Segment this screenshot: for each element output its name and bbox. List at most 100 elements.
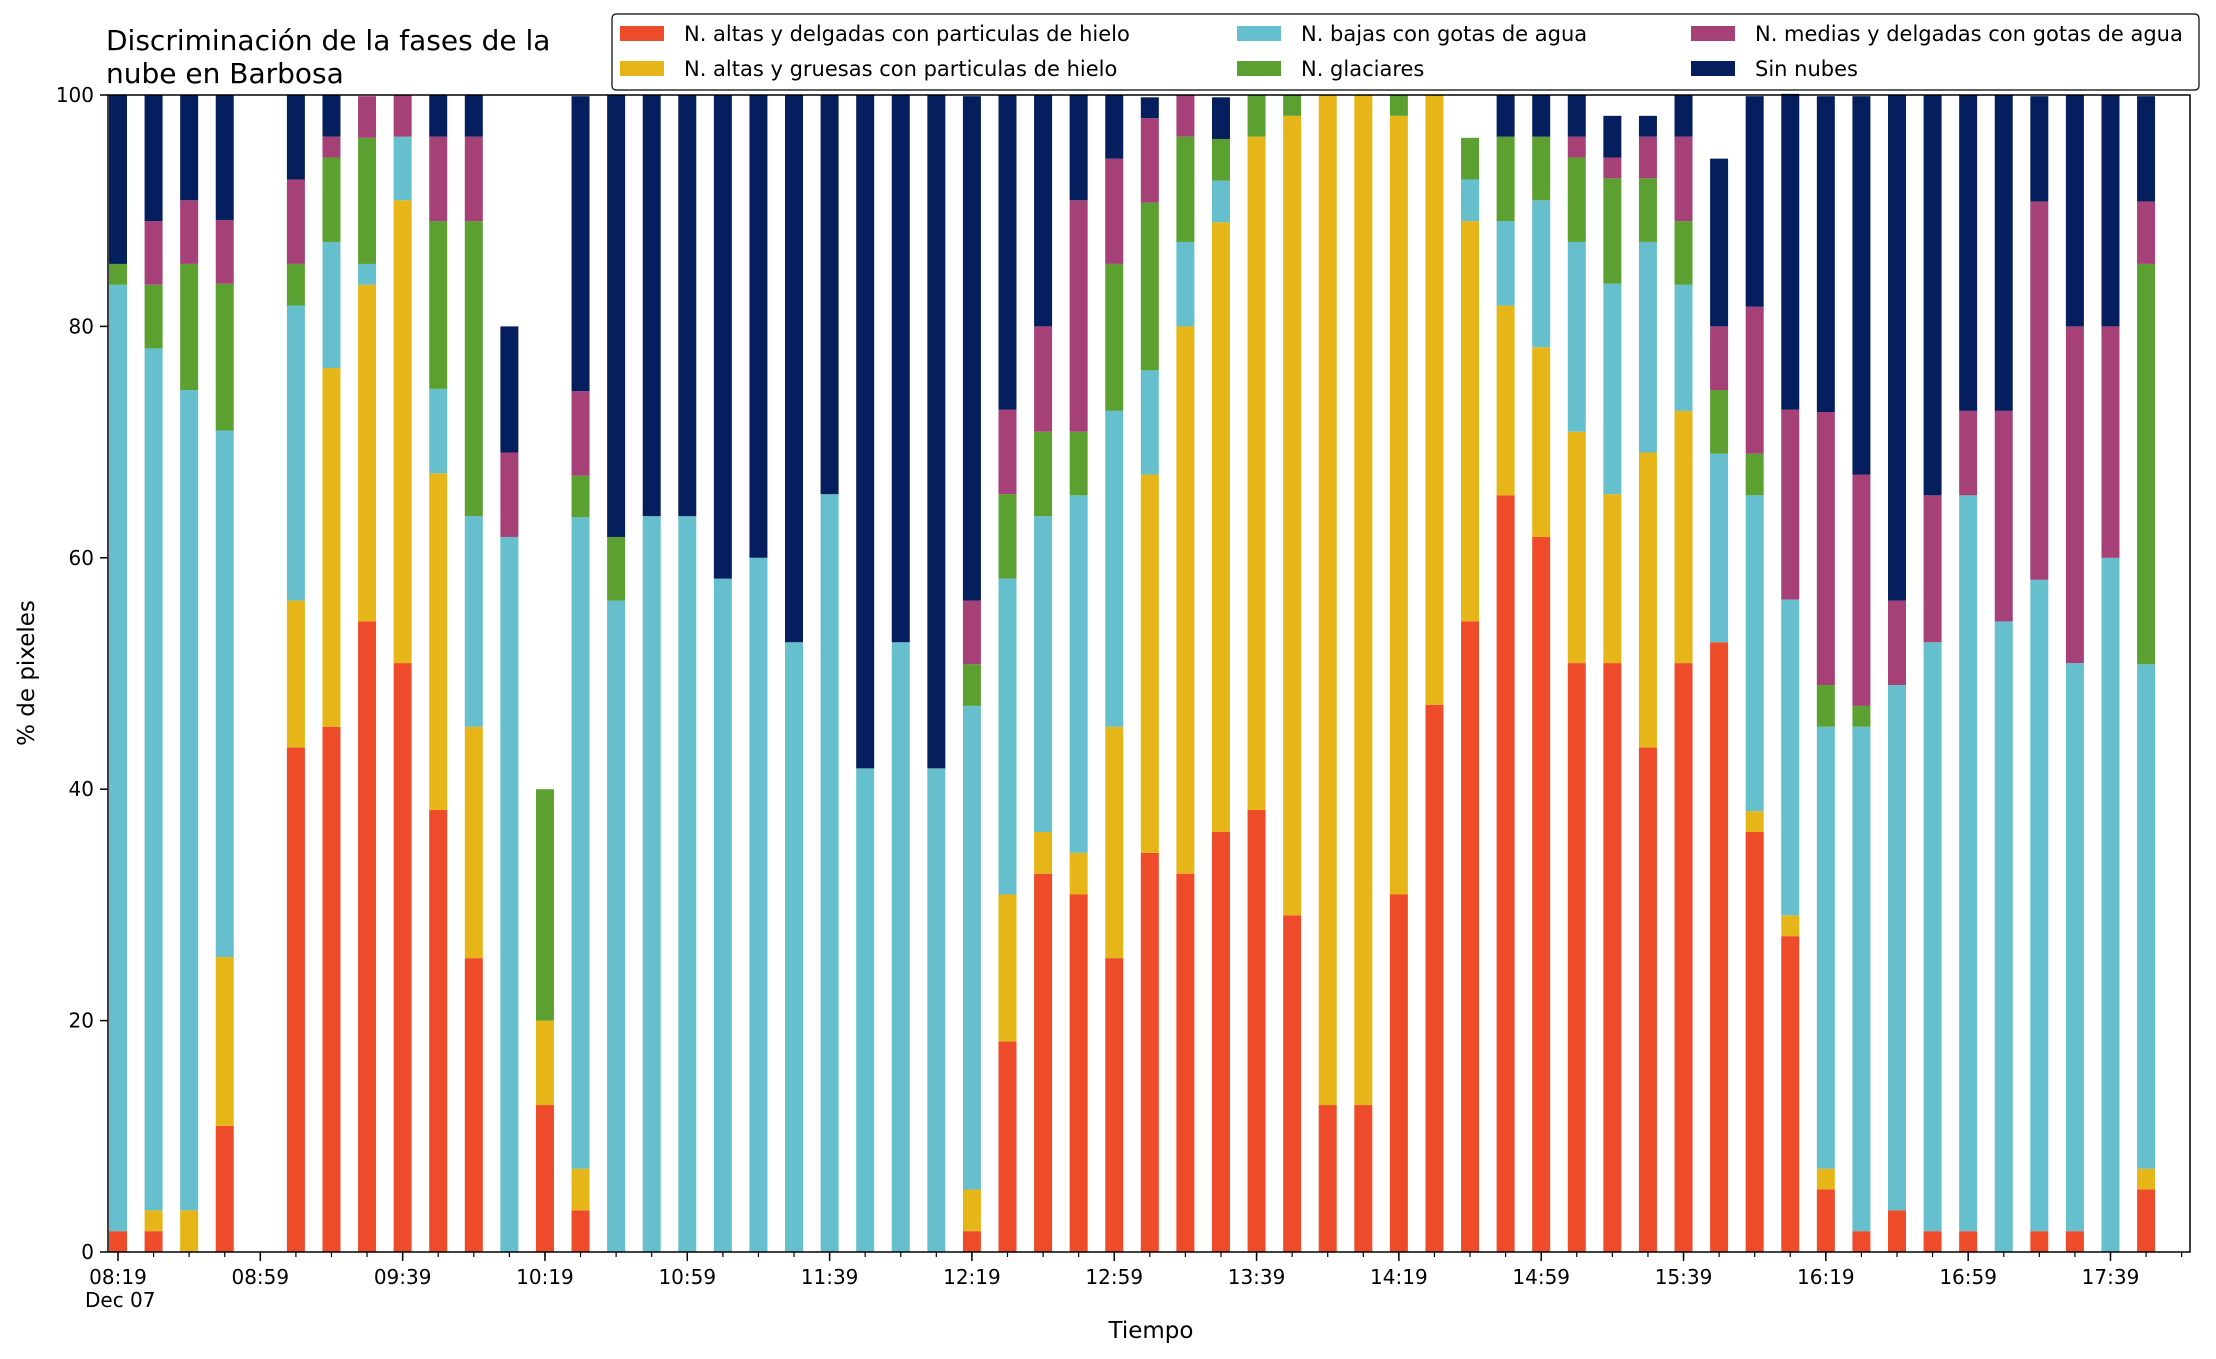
bar-segment-s2-43 (1638, 241, 1657, 453)
legend-label-0: N. altas y delgadas con particulas de hi… (684, 22, 1130, 46)
bar-segment-s3-10 (464, 221, 483, 517)
bar-segment-s1-9 (429, 473, 448, 811)
bar-segment-s0-42 (1603, 663, 1622, 1252)
bar-segment-s0-45 (1710, 642, 1729, 1252)
legend-label-5: Sin nubes (1755, 57, 1858, 81)
x-tick-label: 10:59 (658, 1265, 716, 1289)
x-axis-label: Tiempo (1108, 1318, 1194, 1344)
x-tick-label: 08:59 (231, 1265, 289, 1289)
bar-segment-s0-39 (1496, 495, 1515, 1252)
bar-segment-s3-48 (1816, 685, 1835, 727)
bar-segment-s0-13 (571, 1210, 590, 1252)
y-tick-label: 0 (81, 1240, 94, 1264)
bar-segment-s5-51 (1923, 95, 1942, 496)
bar-segment-s1-33 (1283, 115, 1302, 916)
bar-segment-s5-56 (2101, 95, 2120, 327)
bar-segment-s4-9 (429, 136, 448, 222)
bar-segment-s5-5 (286, 95, 305, 180)
bar-segment-s4-28 (1105, 158, 1124, 264)
x-tick-label: 08:19 (89, 1265, 147, 1289)
legend-label-2: N. bajas con gotas de agua (1301, 22, 1587, 46)
bar-segment-s3-57 (2137, 263, 2156, 665)
bar-segment-s4-49 (1852, 474, 1871, 706)
bar-segment-s4-25 (998, 409, 1017, 495)
bar-segment-s1-12 (535, 1020, 554, 1106)
x-tick-label: 14:59 (1512, 1265, 1570, 1289)
bar-segment-s5-42 (1603, 115, 1622, 158)
bar-segment-s1-31 (1211, 222, 1230, 833)
bar-segment-s2-17 (713, 578, 732, 1252)
legend-box (611, 13, 2200, 91)
bar-segment-s1-42 (1603, 494, 1622, 664)
bar-segment-s3-36 (1389, 95, 1408, 116)
bar-segment-s0-29 (1140, 852, 1159, 1252)
bar-segment-s4-13 (571, 391, 590, 476)
bar-segment-s5-22 (891, 95, 910, 643)
bar-segment-s3-31 (1211, 138, 1230, 181)
bar-segment-s2-13 (571, 517, 590, 1169)
bar-segment-s0-25 (998, 1041, 1017, 1252)
bar-segment-s4-26 (1034, 326, 1053, 432)
bar-segment-s1-30 (1176, 326, 1195, 874)
bar-segment-s5-23 (927, 95, 946, 769)
legend-swatch-5 (1691, 61, 1735, 76)
bar-segment-s4-48 (1816, 412, 1835, 686)
bar-segment-s0-24 (962, 1231, 981, 1252)
bar-segment-s2-23 (927, 768, 946, 1252)
bar-segment-s0-41 (1567, 663, 1586, 1252)
bar-segment-s3-43 (1638, 178, 1657, 242)
bar-segment-s4-29 (1140, 118, 1159, 203)
bar-segment-s4-52 (1959, 410, 1978, 496)
bar-segment-s2-46 (1745, 495, 1764, 812)
bar-segment-s2-30 (1176, 241, 1195, 327)
bar-segment-s3-41 (1567, 157, 1586, 242)
bar-segment-s1-1 (144, 1210, 163, 1232)
bar-segment-s3-44 (1674, 221, 1693, 285)
bar-segment-s4-30 (1176, 95, 1195, 137)
bar-segment-s3-28 (1105, 263, 1124, 411)
bar-segment-s2-41 (1567, 241, 1586, 432)
bar-segment-s1-32 (1247, 136, 1266, 811)
bar-segment-s5-15 (642, 95, 661, 517)
bar-segment-s5-48 (1816, 96, 1835, 413)
bar-segment-s2-19 (785, 642, 804, 1252)
bar-segment-s2-10 (464, 516, 483, 727)
bar-segment-s5-43 (1638, 115, 1657, 137)
bar-segment-s1-5 (286, 600, 305, 748)
bar-segment-s3-40 (1532, 136, 1551, 201)
bar-segment-s3-24 (962, 664, 981, 706)
bar-segment-s0-6 (322, 726, 341, 1252)
bar-segment-s2-14 (607, 600, 626, 1252)
bar-segment-s4-56 (2101, 326, 2120, 558)
bar-segment-s2-21 (856, 768, 875, 1252)
bar-segment-s3-0 (109, 263, 127, 285)
bar-segment-s4-46 (1745, 306, 1764, 454)
bar-segment-s5-52 (1959, 95, 1978, 411)
bar-segment-s5-46 (1745, 96, 1764, 307)
bar-segment-s1-38 (1461, 221, 1480, 622)
bar-segment-s3-33 (1283, 95, 1302, 116)
bar-segment-s1-35 (1354, 95, 1373, 1106)
bar-segment-s4-41 (1567, 136, 1586, 158)
bar-segment-s0-3 (215, 1125, 234, 1252)
bar-segment-s1-26 (1034, 832, 1053, 874)
legend-swatch-0 (620, 26, 664, 41)
bar-segment-s5-50 (1888, 95, 1906, 601)
bar-segment-s5-17 (713, 95, 732, 579)
bar-segment-s5-44 (1674, 95, 1693, 137)
bar-segment-s3-38 (1461, 137, 1480, 180)
bar-segment-s1-27 (1069, 852, 1088, 895)
bar-segment-s2-54 (2030, 579, 2049, 1232)
bar-segment-s4-44 (1674, 136, 1693, 222)
bar-segment-s2-42 (1603, 283, 1622, 495)
bar-segment-s3-14 (607, 536, 626, 601)
bar-segment-s2-50 (1888, 685, 1906, 1211)
y-axis-label: % de pixeles (14, 600, 40, 746)
bar-segment-s5-57 (2137, 96, 2156, 202)
bar-segment-s5-28 (1105, 95, 1124, 159)
x-tick-label: 12:19 (943, 1265, 1001, 1289)
bar-segment-s4-51 (1923, 495, 1942, 643)
x-tick-label: 16:19 (1797, 1265, 1855, 1289)
bar-segment-s1-41 (1567, 431, 1586, 664)
